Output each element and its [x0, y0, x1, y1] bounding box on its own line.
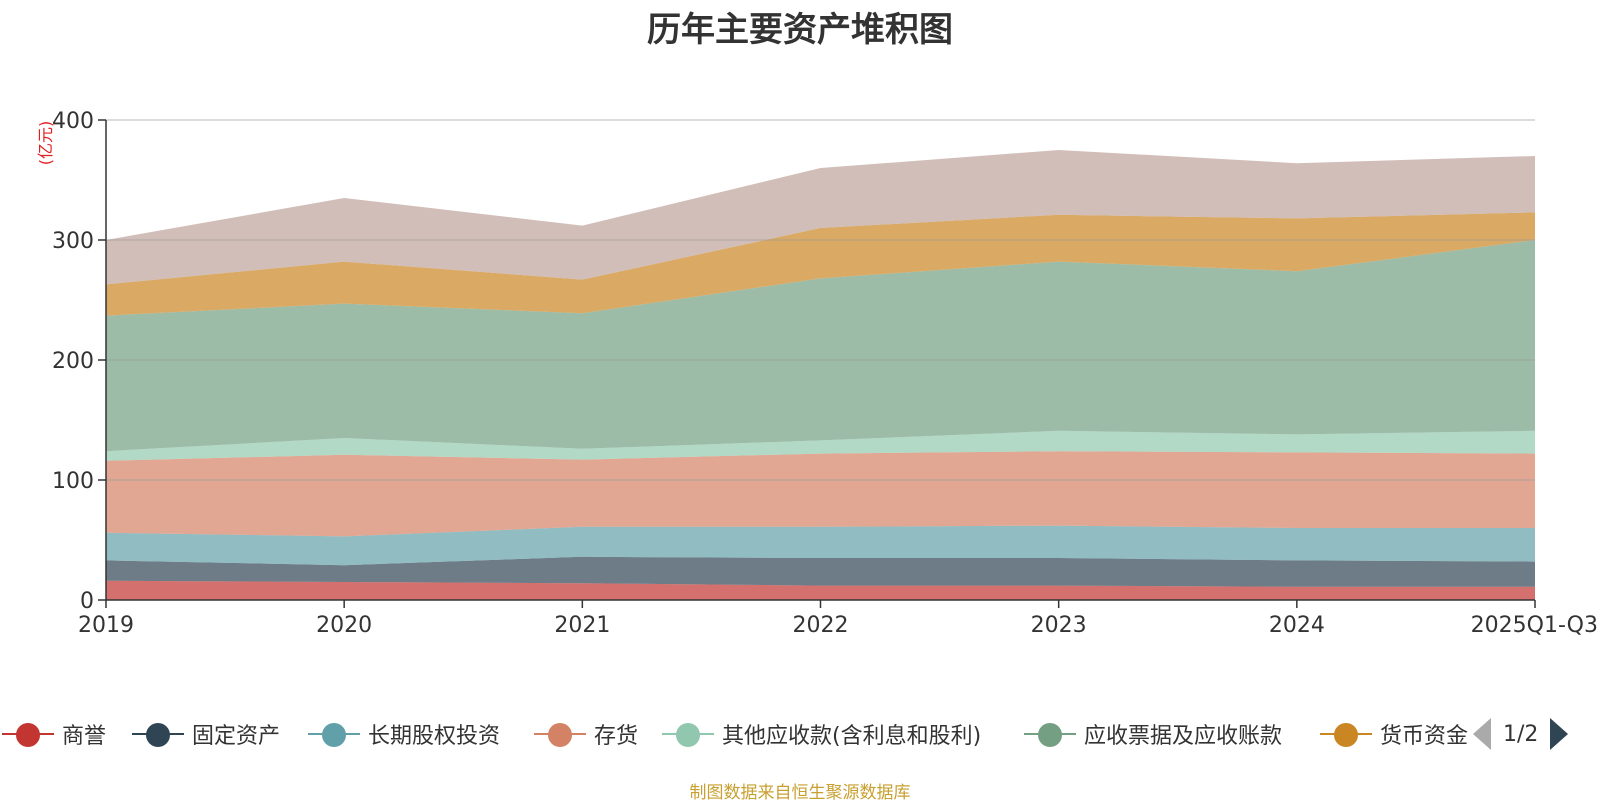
legend-marker-0	[2, 714, 54, 754]
area-series-1	[106, 556, 1535, 587]
x-tick-label-0: 2019	[78, 613, 134, 638]
legend-label-0: 商誉	[62, 724, 107, 749]
x-tick-label-5: 2024	[1269, 613, 1325, 638]
legend-label-3: 存货	[594, 724, 639, 749]
legend-item-6[interactable]: 货币资金	[1320, 714, 1468, 754]
legend-marker-4	[662, 714, 714, 754]
legend-marker-2	[308, 714, 360, 754]
area-series-2	[106, 525, 1535, 566]
legend-item-4[interactable]: 其他应收款(含利息和股利)	[662, 714, 981, 754]
area-series-4	[106, 430, 1535, 461]
x-tick-label-6: 2025Q1-Q3	[1471, 613, 1598, 638]
legend-label-5: 应收票据及应收账款	[1084, 724, 1283, 749]
legend-item-2[interactable]: 长期股权投资	[308, 714, 500, 754]
axes: 0 100 200 300 400 2019 2020 2021 2022 2023 2024 202…	[52, 109, 1598, 638]
grid-lines	[106, 119, 1535, 481]
y-tick-label-1: 100	[52, 469, 94, 494]
y-axis-unit-label: (亿元)	[36, 121, 55, 166]
area-series-group	[106, 150, 1535, 600]
x-tick-label-3: 2022	[793, 613, 849, 638]
legend-prev-page-icon[interactable]	[1473, 718, 1491, 750]
x-tick-label-4: 2023	[1031, 613, 1087, 638]
legend-page-indicator: 1/2	[1503, 721, 1539, 747]
legend-pager: 1/2	[1473, 714, 1569, 754]
x-tick-label-2: 2021	[554, 613, 610, 638]
legend-label-1: 固定资产	[192, 724, 281, 749]
y-tick-label-0: 0	[80, 589, 94, 614]
legend-marker-1	[132, 714, 184, 754]
y-tick-label-3: 300	[52, 229, 94, 254]
legend-label-4: 其他应收款(含利息和股利)	[722, 724, 982, 749]
legend-marker-6	[1320, 714, 1372, 754]
stacked-area-chart: 0 100 200 300 400 2019 2020 2021 2022 2023 2024 202…	[36, 109, 1598, 638]
legend: 商誉 固定资产 长期股权投资 存货 其他应收款(含利息和股利) 应收票据及应收账款 货币资金…	[0, 714, 1600, 754]
source-note: 制图数据来自恒生聚源数据库	[689, 783, 911, 803]
legend-item-1[interactable]: 固定资产	[132, 714, 280, 754]
area-series-0	[106, 580, 1535, 600]
legend-marker-3	[534, 714, 586, 754]
y-tick-label-2: 200	[52, 349, 94, 374]
y-tick-label-4: 400	[52, 109, 94, 134]
legend-next-page-icon[interactable]	[1550, 718, 1569, 750]
area-series-3	[106, 451, 1535, 537]
legend-item-3[interactable]: 存货	[534, 714, 638, 754]
legend-label-2: 长期股权投资	[368, 724, 501, 749]
legend-item-0[interactable]: 商誉	[2, 714, 106, 754]
chart-title: 历年主要资产堆积图	[647, 10, 953, 50]
area-series-5	[106, 240, 1535, 452]
legend-label-6: 货币资金	[1380, 724, 1469, 749]
area-series-7	[106, 150, 1535, 285]
area-series-6	[106, 212, 1535, 316]
legend-marker-5	[1024, 714, 1076, 754]
x-tick-label-1: 2020	[316, 613, 372, 638]
legend-item-5[interactable]: 应收票据及应收账款	[1024, 714, 1282, 754]
